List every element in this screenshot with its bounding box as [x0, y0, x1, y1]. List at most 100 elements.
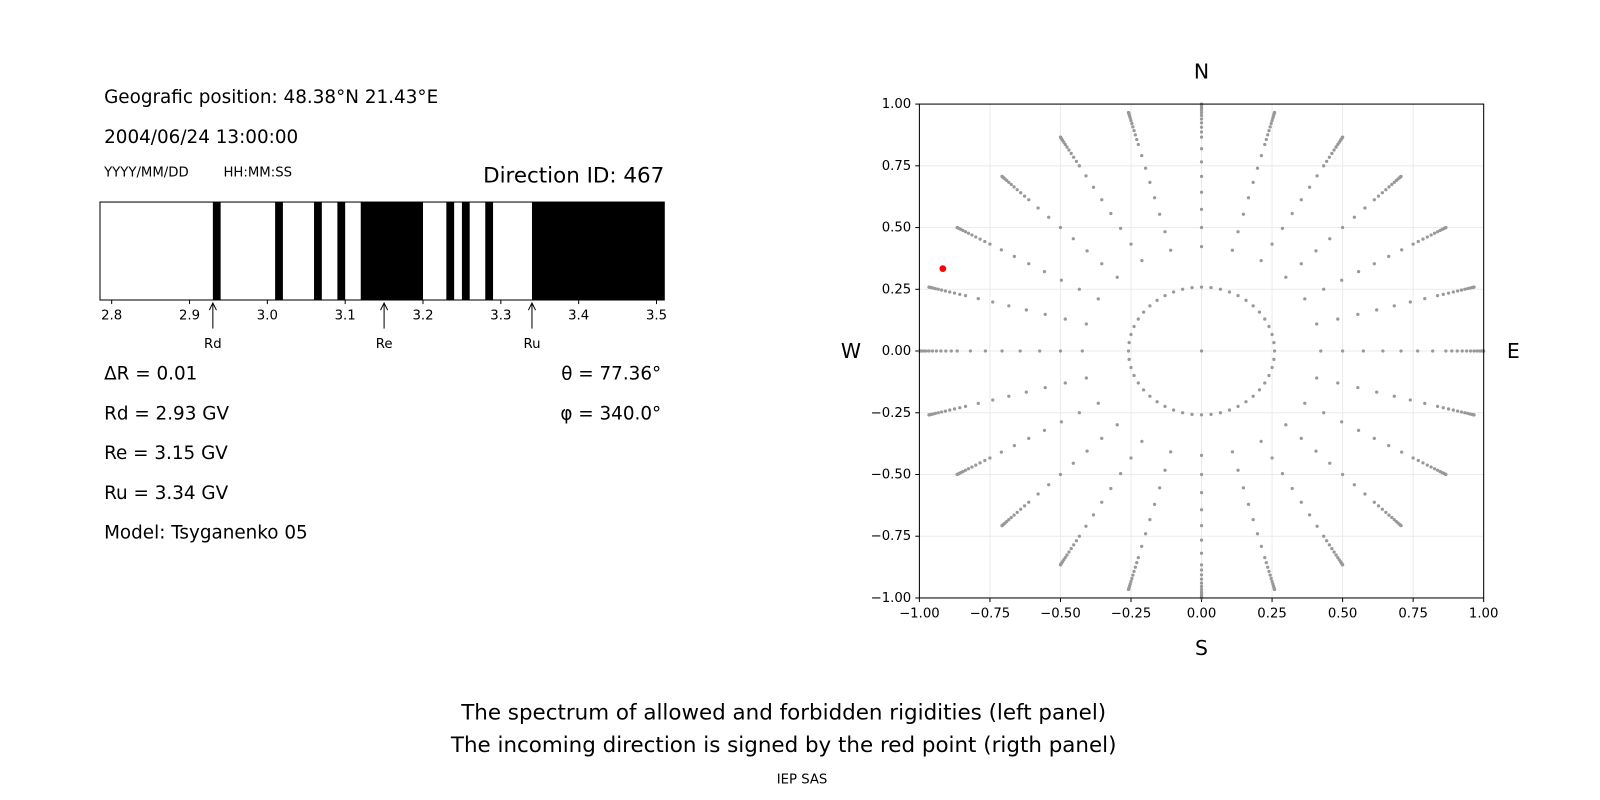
direction-point — [1446, 291, 1451, 295]
direction-point — [1435, 294, 1440, 298]
direction-point — [1071, 461, 1075, 465]
direction-point — [1132, 129, 1136, 133]
direction-point — [1451, 408, 1455, 412]
direction-point — [1319, 349, 1323, 353]
direction-point — [1180, 287, 1185, 291]
direction-point — [974, 463, 978, 467]
direction-point — [1441, 406, 1445, 410]
direction-point — [1459, 288, 1464, 292]
direction-point — [1019, 191, 1023, 195]
direction-point — [1251, 180, 1255, 184]
direction-point — [1072, 155, 1076, 159]
direction-point — [1263, 555, 1267, 560]
direction-point — [1314, 249, 1318, 253]
direction-point — [1408, 300, 1412, 304]
direction-point — [1356, 386, 1360, 390]
direction-point — [1067, 550, 1071, 554]
direction-point — [1241, 486, 1246, 490]
direction-point — [1000, 523, 1004, 528]
direction-point — [1063, 317, 1067, 321]
direction-point — [1043, 386, 1047, 390]
direction-point — [1000, 174, 1004, 179]
direction-point — [1315, 322, 1319, 326]
direction-point — [1027, 500, 1031, 504]
direction-point — [1065, 553, 1069, 557]
direction-point — [943, 409, 948, 413]
direction-point — [1429, 465, 1433, 469]
direction-point — [1085, 449, 1089, 453]
direction-point — [1411, 242, 1415, 246]
direction-point — [1199, 190, 1204, 194]
direction-point — [1303, 401, 1307, 405]
caption: The spectrum of allowed and forbidden ri… — [460, 700, 1106, 725]
direction-point — [1381, 349, 1385, 353]
direction-point — [1018, 349, 1022, 353]
y-tick-label: −0.75 — [871, 529, 912, 544]
direction-point — [1009, 182, 1013, 187]
delta-r: ΔR = 0.01 — [104, 363, 197, 384]
direction-point — [1063, 381, 1067, 385]
y-tick-label: −0.50 — [871, 467, 912, 482]
direction-point — [1058, 472, 1063, 477]
ru: Ru = 3.34 GV — [104, 483, 229, 504]
direction-point — [1130, 121, 1134, 126]
direction-point — [1246, 502, 1251, 506]
direction-point — [1270, 365, 1274, 370]
direction-point — [1284, 275, 1288, 279]
forbidden-band — [485, 202, 494, 300]
direction-point — [1435, 468, 1440, 472]
direction-point — [1080, 349, 1084, 353]
direction-point — [948, 290, 952, 294]
direction-point — [1019, 507, 1023, 511]
direction-point — [1270, 579, 1274, 584]
direction-point — [1416, 349, 1420, 353]
direction-point — [1136, 142, 1140, 147]
direction-point — [1199, 508, 1204, 512]
forbidden-band — [212, 202, 221, 300]
direction-point — [1012, 443, 1016, 448]
direction-point — [955, 225, 959, 230]
y-tick-label: 0.00 — [882, 344, 912, 359]
direction-point — [1077, 411, 1081, 415]
direction-point — [1246, 196, 1251, 200]
direction-point — [966, 467, 971, 471]
direction-point — [1259, 153, 1263, 158]
y-tick-label: −0.25 — [871, 406, 912, 421]
direction-point — [1446, 407, 1451, 411]
direction-point — [988, 242, 992, 246]
direction-point — [978, 237, 982, 241]
direction-point — [1387, 254, 1391, 259]
direction-point — [1334, 145, 1338, 149]
direction-point — [1047, 215, 1051, 219]
direction-point — [1027, 436, 1031, 440]
direction-point — [1352, 215, 1356, 219]
direction-point — [1126, 349, 1131, 353]
direction-point — [958, 406, 962, 410]
datetime: 2004/06/24 13:00:00 — [104, 127, 298, 148]
direction-point — [1132, 324, 1136, 329]
direction-point — [1058, 563, 1063, 567]
direction-point — [999, 248, 1004, 252]
direction-point — [1399, 523, 1403, 528]
direction-point — [1199, 245, 1204, 249]
direction-point — [1266, 133, 1270, 137]
direction-point — [1042, 428, 1047, 433]
direction-point — [1199, 472, 1204, 477]
direction-point — [1199, 135, 1204, 139]
direction-point — [1372, 436, 1376, 440]
direction-point — [1251, 394, 1255, 398]
x-tick-label: 1.00 — [1469, 606, 1499, 621]
direction-point — [1084, 376, 1088, 380]
direction-point — [1115, 275, 1119, 279]
direction-point — [1387, 443, 1391, 448]
marker-label: Re — [376, 337, 393, 352]
direction-point — [1472, 349, 1476, 353]
direction-point — [1463, 287, 1467, 291]
direction-point — [1036, 206, 1040, 210]
direction-point — [1118, 226, 1123, 230]
direction-point — [1375, 308, 1379, 312]
direction-point — [1455, 289, 1460, 293]
direction-point — [1148, 394, 1152, 398]
x-tick-label: 2.8 — [101, 308, 122, 323]
